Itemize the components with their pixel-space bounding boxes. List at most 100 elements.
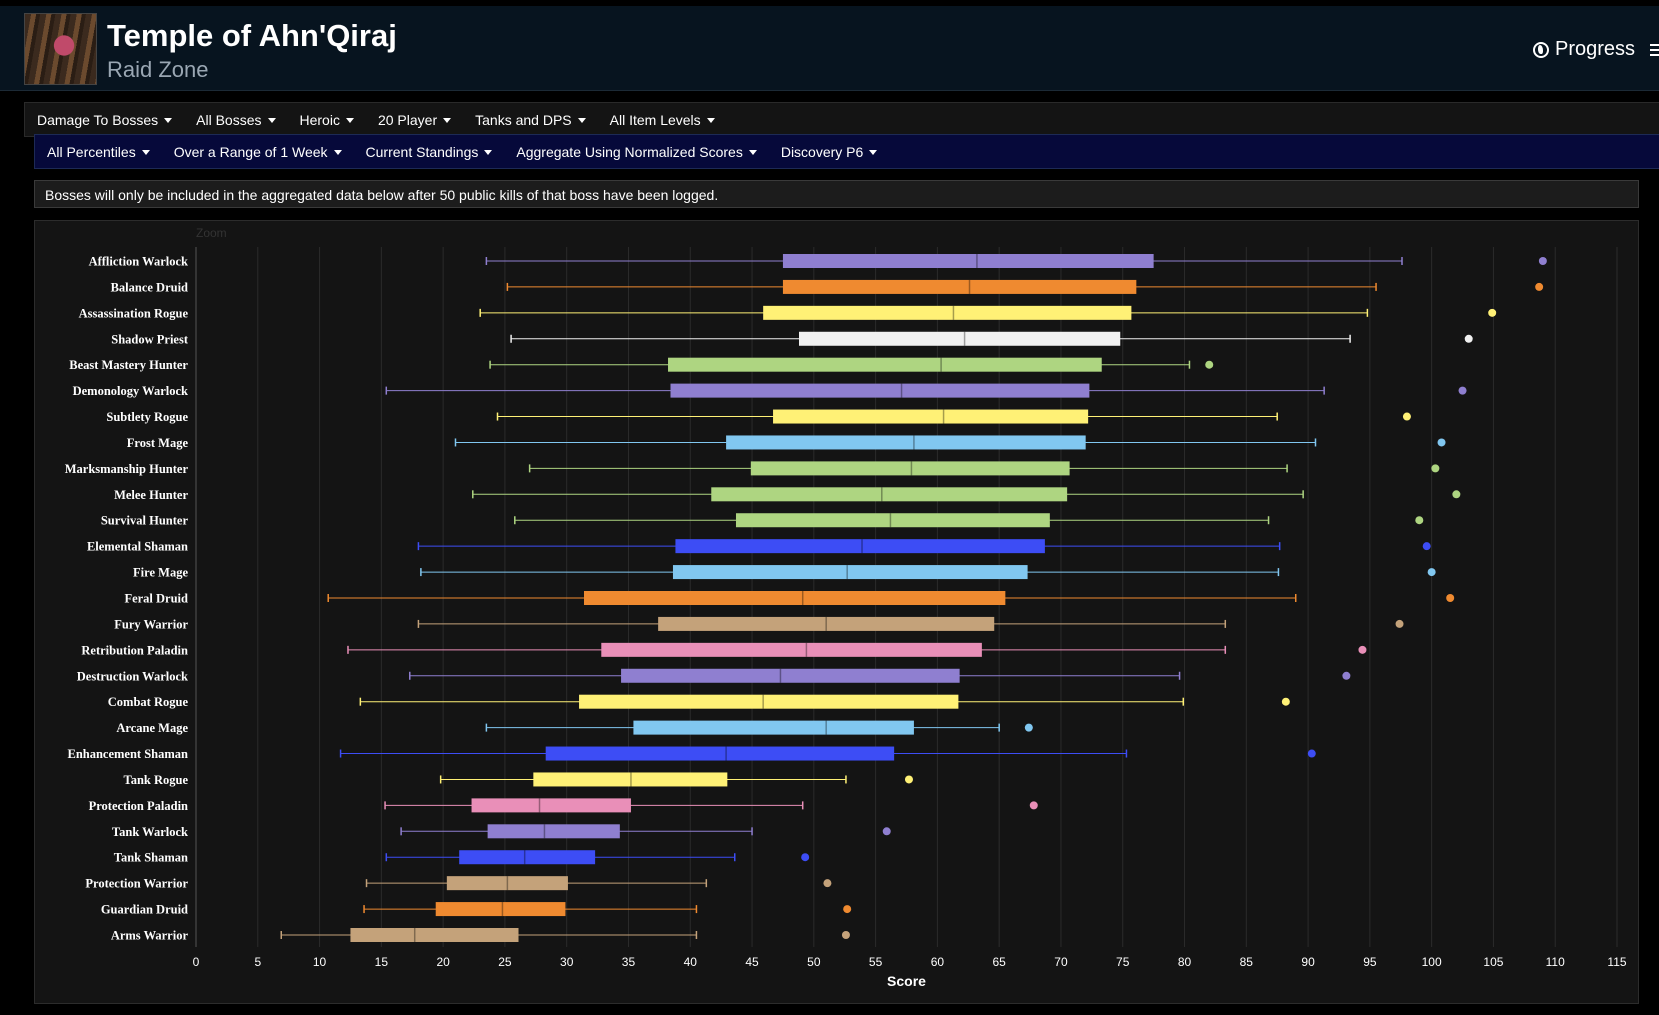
iqr-box <box>545 746 895 761</box>
category-label: Assassination Rogue <box>79 306 189 320</box>
x-tick-label: 90 <box>1301 955 1315 969</box>
outlier-point <box>1431 464 1440 473</box>
category-label: Retribution Paladin <box>81 643 188 657</box>
filter-roles[interactable]: Tanks and DPS <box>463 112 598 128</box>
caret-down-icon <box>748 149 757 155</box>
iqr-box <box>672 565 1028 580</box>
iqr-box <box>487 824 620 839</box>
x-tick-label: 110 <box>1546 955 1565 969</box>
iqr-box <box>601 642 982 657</box>
iqr-box <box>459 850 596 865</box>
iqr-box <box>763 305 1132 320</box>
caret-down-icon <box>141 149 150 155</box>
outlier-point <box>882 827 891 836</box>
outlier-point <box>1538 257 1547 265</box>
filter-range[interactable]: Over a Range of 1 Week <box>162 144 354 160</box>
category-label: Beast Mastery Hunter <box>69 358 188 372</box>
category-label: Fire Mage <box>133 566 188 580</box>
filter-bosses[interactable]: All Bosses <box>184 112 287 128</box>
category-label: Arms Warrior <box>111 929 189 943</box>
category-label: Arcane Mage <box>116 721 188 735</box>
iqr-box <box>471 798 631 813</box>
category-label: Survival Hunter <box>101 514 189 528</box>
outlier-point <box>823 879 832 888</box>
x-tick-label: 80 <box>1178 955 1192 969</box>
x-tick-label: 100 <box>1422 955 1442 969</box>
iqr-box <box>726 435 1086 450</box>
iqr-box <box>583 591 1006 605</box>
menu-icon[interactable] <box>1650 44 1659 56</box>
caret-down-icon <box>443 117 452 123</box>
outlier-point <box>843 905 852 914</box>
iqr-box <box>750 461 1070 476</box>
progress-label: Progress <box>1555 38 1636 60</box>
filter-size[interactable]: 20 Player <box>366 112 463 128</box>
x-tick-label: 85 <box>1240 955 1254 969</box>
filter-percentiles[interactable]: All Percentiles <box>35 144 162 160</box>
outlier-point <box>1452 490 1461 499</box>
x-tick-label: 65 <box>992 955 1006 969</box>
filter-item-levels[interactable]: All Item Levels <box>598 112 727 128</box>
x-tick-label: 95 <box>1363 955 1377 969</box>
iqr-box <box>798 331 1121 346</box>
outlier-point <box>1464 334 1473 343</box>
x-tick-label: 45 <box>745 955 759 969</box>
zoom-label[interactable]: Zoom <box>196 226 227 240</box>
x-tick-label: 55 <box>869 955 883 969</box>
x-tick-label: 5 <box>254 955 261 969</box>
category-label: Elemental Shaman <box>87 540 188 554</box>
chart-panel <box>34 220 1639 1004</box>
zone-icon <box>24 13 97 85</box>
filter-metric[interactable]: Damage To Bosses <box>25 112 184 128</box>
iqr-box <box>533 772 728 787</box>
x-tick-label: 25 <box>498 955 512 969</box>
iqr-box <box>668 357 1102 372</box>
category-label: Protection Paladin <box>89 799 188 813</box>
outlier-point <box>1422 542 1431 551</box>
filter-aggregate[interactable]: Aggregate Using Normalized Scores <box>504 144 768 160</box>
outlier-point <box>1342 671 1351 680</box>
category-label: Combat Rogue <box>108 695 189 709</box>
iqr-box <box>658 616 995 631</box>
progress-link[interactable]: Progress <box>1533 38 1635 61</box>
iqr-box <box>670 383 1090 398</box>
iqr-box <box>773 409 1089 424</box>
filter-difficulty[interactable]: Heroic <box>288 112 366 128</box>
category-label: Shadow Priest <box>111 332 189 346</box>
page-title: Temple of Ahn'Qiraj <box>107 18 397 53</box>
outlier-point <box>904 775 913 784</box>
category-label: Fury Warrior <box>114 617 188 631</box>
category-label: Protection Warrior <box>85 877 188 891</box>
outlier-point <box>1395 619 1404 628</box>
x-tick-label: 0 <box>193 955 200 969</box>
iqr-box <box>782 279 1137 294</box>
outlier-point <box>1427 568 1436 577</box>
outlier-point <box>1446 594 1455 602</box>
outlier-point <box>801 853 810 862</box>
caret-down-icon <box>869 149 878 155</box>
page-header: Temple of Ahn'Qiraj Raid Zone Progress <box>0 6 1659 91</box>
iqr-box <box>621 668 960 683</box>
x-tick-label: 50 <box>807 955 821 969</box>
category-label: Destruction Warlock <box>77 669 188 683</box>
filter-phase[interactable]: Discovery P6 <box>769 144 889 160</box>
category-label: Tank Rogue <box>124 773 189 787</box>
caret-down-icon <box>333 149 342 155</box>
x-tick-label: 115 <box>1607 955 1626 969</box>
filter-standings[interactable]: Current Standings <box>354 144 505 160</box>
outlier-point <box>1024 723 1033 732</box>
category-label: Balance Druid <box>111 280 188 294</box>
x-tick-label: 10 <box>313 955 327 969</box>
caret-down-icon <box>577 117 586 123</box>
outlier-point <box>841 931 850 939</box>
outlier-point <box>1281 697 1290 706</box>
caret-down-icon <box>706 117 715 123</box>
x-tick-label: 20 <box>436 955 450 969</box>
outlier-point <box>1307 749 1316 758</box>
category-label: Tank Shaman <box>114 851 188 865</box>
outlier-point <box>1437 438 1446 447</box>
x-tick-label: 15 <box>375 955 389 969</box>
iqr-box <box>633 720 914 735</box>
category-label: Demonology Warlock <box>73 384 188 398</box>
outlier-point <box>1402 412 1411 421</box>
